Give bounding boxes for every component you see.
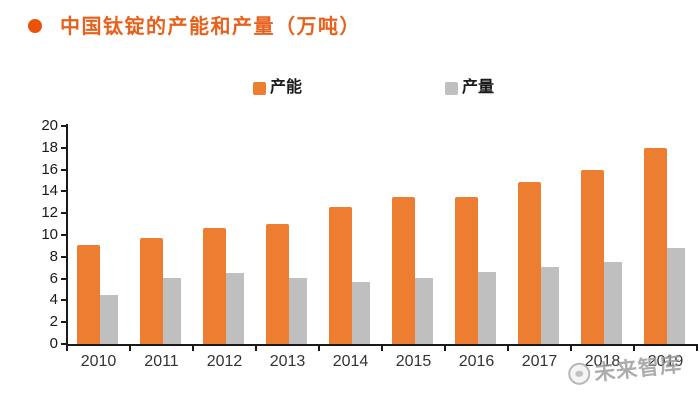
watermark-logo-icon <box>567 361 592 386</box>
legend-item-capacity: 产能 <box>253 79 302 97</box>
bar-capacity-2019 <box>644 147 667 344</box>
x-tick <box>570 346 572 351</box>
x-tick <box>696 346 698 351</box>
x-axis-label: 2017 <box>521 353 558 370</box>
y-axis-label: 10 <box>41 226 58 243</box>
bar-capacity-2013 <box>266 224 289 344</box>
title-row: 中国钛锭的产能和产量（万吨） <box>0 0 700 50</box>
bar-capacity-2015 <box>392 196 415 344</box>
y-axis-label: 8 <box>49 247 58 265</box>
bar-capacity-2010 <box>77 244 100 344</box>
bar-capacity-2011 <box>140 238 163 344</box>
bar-output-2019 <box>667 248 685 344</box>
bar-capacity-2017 <box>518 181 541 344</box>
x-axis-label: 2010 <box>80 353 117 370</box>
bar-capacity-2012 <box>203 228 226 344</box>
bar-output-2017 <box>541 266 559 344</box>
bar-output-2010 <box>100 294 118 344</box>
x-tick <box>255 346 257 351</box>
bar-output-2011 <box>163 277 181 344</box>
y-axis-label: 6 <box>49 269 58 287</box>
x-tick <box>633 346 635 351</box>
legend-label-capacity: 产能 <box>270 79 303 96</box>
y-axis-label: 20 <box>41 117 58 134</box>
y-axis-label: 4 <box>49 291 58 309</box>
y-axis-line <box>66 124 68 346</box>
bar-output-2016 <box>478 272 496 344</box>
y-axis-label: 18 <box>41 138 58 156</box>
x-tick <box>192 346 194 351</box>
y-tick <box>61 146 66 149</box>
bar-output-2015 <box>415 277 433 344</box>
x-axis-label: 2018 <box>584 353 621 370</box>
bar-capacity-2016 <box>455 196 478 344</box>
y-tick <box>61 212 66 215</box>
bar-output-2012 <box>226 273 244 344</box>
y-axis-label: 14 <box>41 182 58 200</box>
bar-output-2014 <box>352 281 370 344</box>
x-axis-label: 2016 <box>458 353 495 370</box>
x-tick <box>507 346 509 351</box>
y-axis-label: 12 <box>41 204 58 222</box>
x-tick <box>66 346 68 351</box>
legend-item-output: 产量 <box>445 79 494 97</box>
y-tick <box>61 277 66 280</box>
title-bullet-icon <box>28 19 42 33</box>
legend-swatch-output-icon <box>445 81 458 95</box>
y-tick <box>61 343 66 345</box>
x-axis-label: 2013 <box>269 353 306 370</box>
y-axis-label: 16 <box>41 160 58 178</box>
y-axis-label: 2 <box>49 313 58 331</box>
x-axis-line <box>66 344 698 346</box>
x-axis-label: 2015 <box>395 353 432 370</box>
x-tick <box>444 346 446 351</box>
bar-capacity-2014 <box>329 206 352 344</box>
y-tick <box>61 299 66 302</box>
chart-title: 中国钛锭的产能和产量（万吨） <box>60 16 361 38</box>
y-tick <box>61 255 66 258</box>
x-tick <box>129 346 131 351</box>
y-axis-label: 0 <box>49 335 58 352</box>
legend-swatch-capacity-icon <box>253 81 266 95</box>
x-axis-label: 2014 <box>332 353 369 370</box>
bar-output-2013 <box>289 277 307 344</box>
legend-label-output: 产量 <box>462 79 495 96</box>
y-tick <box>61 190 66 193</box>
bar-output-2018 <box>604 262 622 344</box>
x-tick <box>318 346 320 351</box>
x-axis-label: 2011 <box>144 353 179 370</box>
x-tick <box>381 346 383 351</box>
y-tick <box>61 125 66 127</box>
bar-capacity-2018 <box>581 169 604 344</box>
y-tick <box>61 321 66 324</box>
x-axis-label: 2019 <box>647 353 684 370</box>
y-tick <box>61 234 66 236</box>
y-tick <box>61 168 66 171</box>
x-axis-label: 2012 <box>206 353 243 370</box>
